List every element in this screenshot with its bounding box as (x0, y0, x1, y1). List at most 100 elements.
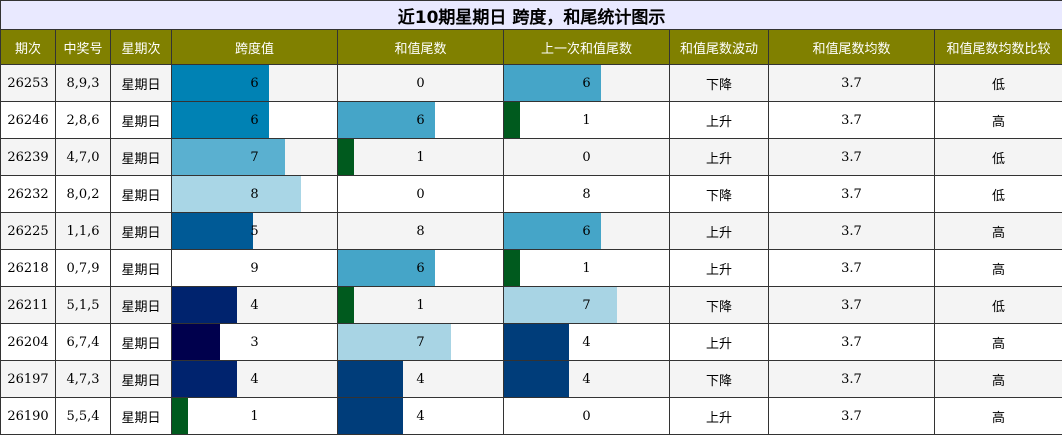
prev-sum-tail-value: 0 (582, 409, 590, 424)
sum-tail-value: 0 (416, 76, 424, 91)
prev-sum-tail-cell: 7 (504, 287, 670, 324)
compare-cell: 高 (935, 213, 1062, 250)
span-value: 3 (250, 335, 258, 350)
trend-cell: 下降 (670, 287, 769, 324)
prev-sum-tail-value: 6 (582, 76, 590, 91)
prev-sum-tail-bar (504, 287, 617, 323)
prev-sum-tail-value: 1 (582, 113, 590, 128)
avg-cell: 3.7 (769, 361, 935, 398)
compare-cell: 高 (935, 250, 1062, 287)
numbers-cell: 4,7,3 (56, 361, 111, 398)
sum-tail-value: 4 (416, 409, 424, 424)
numbers-cell: 1,1,6 (56, 213, 111, 250)
header-weekday: 星期次 (111, 30, 172, 65)
header-prev-sum-tail: 上一次和值尾数 (504, 30, 670, 65)
avg-cell: 3.7 (769, 213, 935, 250)
prev-sum-tail-value: 4 (582, 335, 590, 350)
weekday-cell: 星期日 (111, 398, 172, 435)
span-cell: 8 (172, 176, 338, 213)
span-value: 6 (250, 113, 258, 128)
span-value: 6 (250, 76, 258, 91)
sum-tail-bar (338, 398, 403, 434)
span-value: 8 (250, 187, 258, 202)
span-value: 4 (250, 298, 258, 313)
sum-tail-value: 0 (416, 187, 424, 202)
numbers-cell: 6,7,4 (56, 324, 111, 361)
weekday-cell: 星期日 (111, 65, 172, 102)
avg-cell: 3.7 (769, 139, 935, 176)
header-span: 跨度值 (172, 30, 338, 65)
trend-cell: 下降 (670, 176, 769, 213)
span-value: 4 (250, 372, 258, 387)
period-cell: 26225 (1, 213, 56, 250)
compare-cell: 低 (935, 139, 1062, 176)
span-bar (172, 139, 285, 175)
span-value: 5 (250, 224, 258, 239)
prev-sum-tail-bar (504, 324, 569, 360)
trend-cell: 上升 (670, 324, 769, 361)
sum-tail-bar (338, 361, 403, 397)
span-cell: 7 (172, 139, 338, 176)
header-avg: 和值尾数均数 (769, 30, 935, 65)
numbers-cell: 5,5,4 (56, 398, 111, 435)
header-row: 期次中奖号星期次跨度值和值尾数上一次和值尾数和值尾数波动和值尾数均数和值尾数均数… (1, 30, 1062, 65)
weekday-cell: 星期日 (111, 250, 172, 287)
trend-cell: 上升 (670, 213, 769, 250)
span-bar (172, 361, 237, 397)
sum-tail-value: 1 (416, 298, 424, 313)
sum-tail-cell: 0 (338, 176, 504, 213)
prev-sum-tail-value: 6 (582, 224, 590, 239)
sum-tail-cell: 1 (338, 139, 504, 176)
trend-cell: 上升 (670, 139, 769, 176)
span-cell: 3 (172, 324, 338, 361)
weekday-cell: 星期日 (111, 361, 172, 398)
prev-sum-tail-bar (504, 361, 569, 397)
weekday-cell: 星期日 (111, 139, 172, 176)
trend-cell: 上升 (670, 102, 769, 139)
prev-sum-tail-cell: 6 (504, 65, 670, 102)
span-bar (172, 398, 188, 434)
compare-cell: 高 (935, 398, 1062, 435)
prev-sum-tail-bar (504, 102, 520, 138)
weekday-cell: 星期日 (111, 176, 172, 213)
numbers-cell: 8,0,2 (56, 176, 111, 213)
period-cell: 26218 (1, 250, 56, 287)
prev-sum-tail-value: 0 (582, 150, 590, 165)
sum-tail-cell: 6 (338, 102, 504, 139)
compare-cell: 低 (935, 65, 1062, 102)
numbers-cell: 8,9,3 (56, 65, 111, 102)
sum-tail-cell: 6 (338, 250, 504, 287)
period-cell: 26239 (1, 139, 56, 176)
period-cell: 26197 (1, 361, 56, 398)
span-value: 7 (250, 150, 258, 165)
sum-tail-bar (338, 139, 354, 175)
prev-sum-tail-cell: 4 (504, 324, 670, 361)
trend-cell: 下降 (670, 361, 769, 398)
span-bar (172, 213, 253, 249)
prev-sum-tail-value: 7 (582, 298, 590, 313)
span-bar (172, 324, 220, 360)
avg-cell: 3.7 (769, 65, 935, 102)
prev-sum-tail-cell: 1 (504, 250, 670, 287)
sum-tail-cell: 1 (338, 287, 504, 324)
avg-cell: 3.7 (769, 324, 935, 361)
prev-sum-tail-cell: 0 (504, 398, 670, 435)
compare-cell: 低 (935, 176, 1062, 213)
sum-tail-value: 7 (416, 335, 424, 350)
header-trend: 和值尾数波动 (670, 30, 769, 65)
period-cell: 26211 (1, 287, 56, 324)
span-cell: 5 (172, 213, 338, 250)
span-value: 1 (250, 409, 258, 424)
sum-tail-bar (338, 324, 451, 360)
period-cell: 26204 (1, 324, 56, 361)
sum-tail-bar (338, 287, 354, 323)
compare-cell: 高 (935, 324, 1062, 361)
prev-sum-tail-cell: 0 (504, 139, 670, 176)
